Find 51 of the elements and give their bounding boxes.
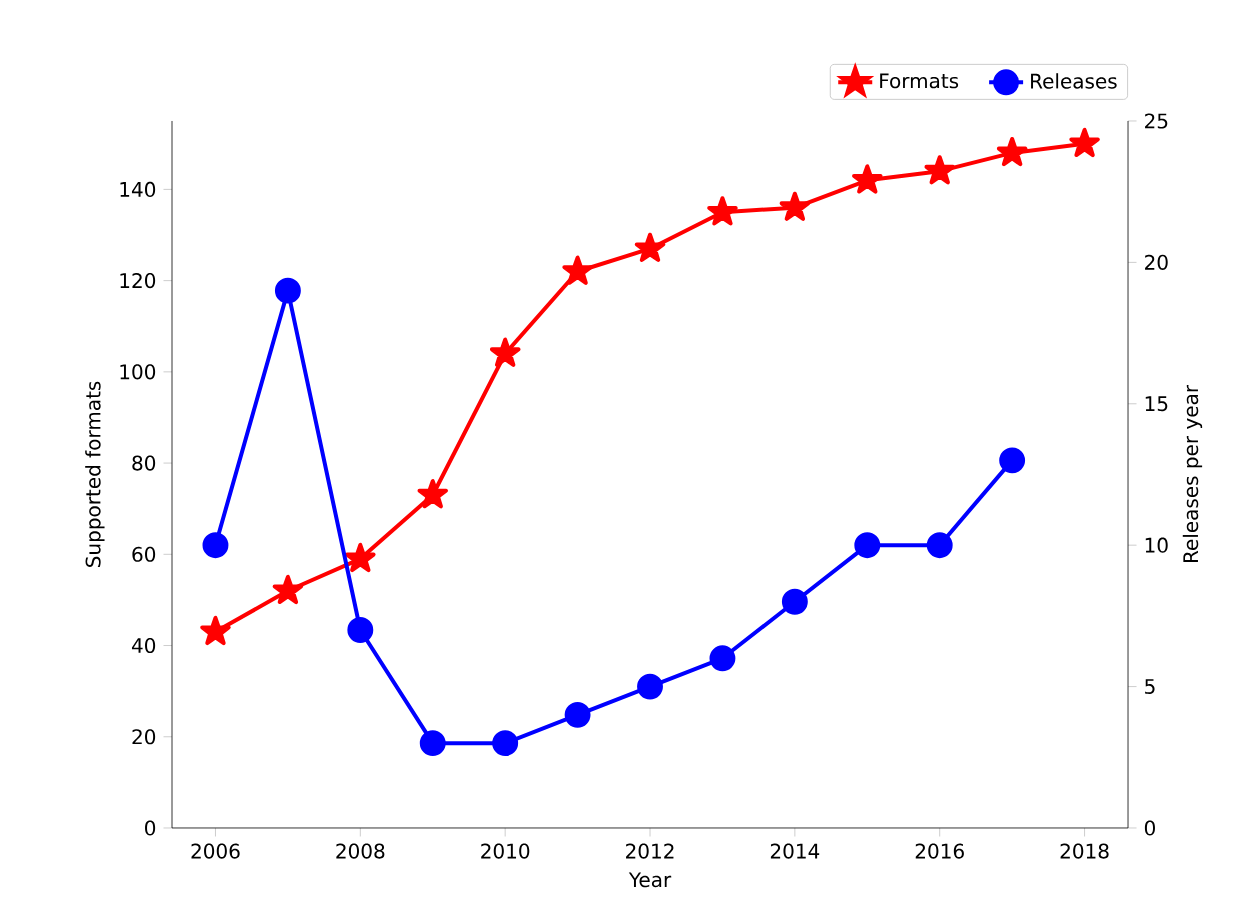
x-tick-label: 2006 — [191, 843, 240, 859]
point — [637, 673, 663, 700]
y-tick-label: 60 — [132, 546, 156, 562]
x-tick-label: 2016 — [915, 843, 964, 859]
point — [779, 191, 811, 221]
point — [854, 532, 881, 559]
x-tick-label: 2008 — [336, 843, 385, 859]
legend-label: Releases — [1031, 73, 1117, 89]
point — [272, 574, 304, 605]
x-tick-label: 2012 — [626, 843, 674, 859]
y2-tick-label: 20 — [1145, 254, 1168, 270]
y-axis-title: Supported formats — [85, 381, 105, 567]
point — [707, 196, 738, 226]
y2-tick-label: 25 — [1145, 113, 1168, 129]
y-tick-label: 100 — [120, 364, 156, 380]
y-tick-label: 140 — [120, 181, 156, 197]
x-tick-label: 2014 — [770, 843, 820, 859]
y-tick-label: 80 — [132, 455, 156, 471]
point — [709, 645, 736, 672]
point — [419, 730, 446, 757]
x-tick-label: 2018 — [1060, 843, 1109, 859]
legend-label: Formats — [880, 73, 959, 89]
point — [924, 155, 955, 185]
y-tick-label: 40 — [131, 637, 156, 654]
x-axis-title: Year — [628, 872, 672, 888]
x-tick-label: 2010 — [481, 843, 530, 859]
point — [926, 532, 953, 559]
y-tick-label: 20 — [132, 729, 156, 745]
y2-tick-label: 10 — [1145, 537, 1168, 553]
y-tick-label: 120 — [120, 273, 156, 289]
point — [345, 542, 376, 573]
y2-tick-label: 5 — [1145, 679, 1155, 695]
point — [202, 532, 229, 559]
point — [999, 447, 1026, 474]
point — [634, 232, 666, 262]
y2-tick-label: 15 — [1145, 396, 1168, 412]
point — [781, 588, 808, 615]
y2-axis-title: Releases per year — [1182, 384, 1203, 563]
point — [492, 730, 519, 757]
point — [852, 164, 883, 194]
point — [996, 136, 1028, 167]
y-tick-label: 0 — [145, 820, 156, 836]
point — [347, 617, 374, 643]
y2-tick-label: 0 — [1144, 820, 1155, 836]
point — [274, 277, 301, 304]
point — [489, 337, 521, 367]
point — [562, 255, 593, 285]
point — [200, 615, 231, 646]
point — [1069, 127, 1100, 158]
point — [564, 701, 591, 728]
point — [417, 479, 449, 509]
